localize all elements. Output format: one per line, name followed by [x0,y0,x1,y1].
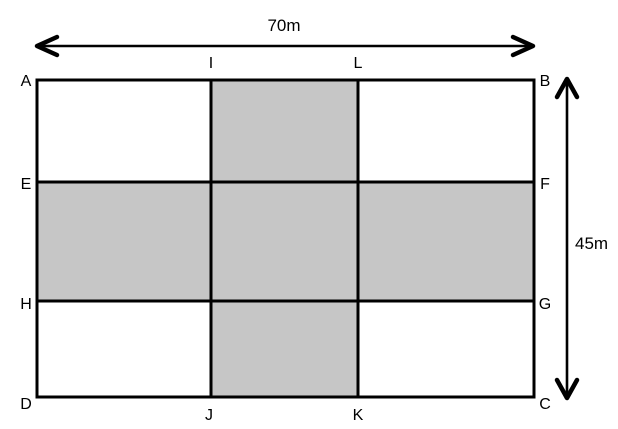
svg-text:70m: 70m [267,16,300,35]
svg-text:E: E [21,176,32,193]
svg-text:D: D [20,396,32,413]
svg-text:C: C [539,396,551,413]
svg-text:G: G [539,296,551,313]
svg-text:F: F [540,176,550,193]
svg-text:B: B [540,73,551,90]
svg-text:H: H [20,296,32,313]
svg-text:A: A [21,73,32,90]
svg-text:J: J [205,407,213,424]
svg-text:I: I [209,55,213,72]
svg-text:L: L [354,55,363,72]
svg-text:K: K [353,407,364,424]
svg-text:45m: 45m [575,234,608,253]
